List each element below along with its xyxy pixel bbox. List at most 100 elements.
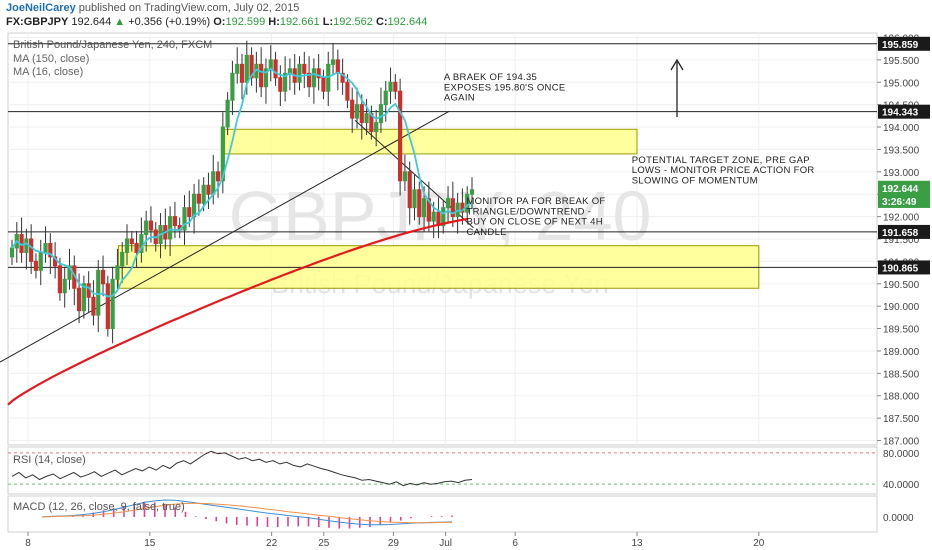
candle-body (129, 238, 134, 244)
x-tick-label: 20 (753, 538, 765, 549)
candle-body (469, 189, 475, 195)
candle-body (421, 198, 427, 218)
price-labels: 195.859 194.343 192.644 3:26:49 191.658 190.8… (878, 36, 930, 275)
low-label: L: (322, 16, 334, 28)
candle-body (378, 104, 384, 124)
candle-body (211, 171, 216, 195)
low-value: 192.562 (333, 16, 373, 28)
candle-body (426, 198, 431, 222)
breakout-arrow (670, 58, 684, 117)
x-tick-label: 6 (512, 538, 518, 549)
up-arrow-icon: ▲ (114, 16, 126, 28)
candle-body (196, 193, 201, 204)
candle-body (239, 63, 245, 83)
candle-body (201, 184, 206, 204)
candle-body (398, 90, 403, 182)
candle-body (431, 211, 436, 222)
rsi-guides (8, 452, 877, 485)
y-tick-label: 193.500 (883, 145, 920, 156)
close-value: 192.644 (387, 16, 428, 28)
candle-body (139, 234, 144, 253)
candle-body (244, 54, 249, 83)
open-label: O: (213, 16, 226, 28)
candle-body (206, 184, 211, 195)
author-link[interactable]: JoeNeilCarey (6, 2, 76, 14)
candle-body (172, 216, 178, 227)
candle-body (321, 77, 326, 92)
macd-histogram (51, 501, 453, 529)
macd-pane[interactable] (7, 495, 878, 533)
candle-body (311, 68, 316, 88)
candle-body (273, 59, 278, 79)
chart-title: British Pound/Japanese Yen, 240, FXCM (13, 39, 212, 51)
rsi-legend[interactable]: RSI (14, close) (13, 454, 86, 466)
x-tick-label: 8 (25, 538, 31, 549)
candle-body (182, 207, 187, 231)
candle-body (86, 283, 91, 298)
candle-body (441, 207, 446, 227)
candle-body (306, 72, 312, 88)
x-tick-label: 22 (266, 538, 278, 549)
candle-body (388, 81, 393, 92)
y-tick-label: 192.000 (883, 213, 920, 224)
candle-body (124, 238, 130, 253)
macd-legend[interactable]: MACD (12, 26, close, 9, false, true) (13, 501, 185, 513)
candle-body (57, 265, 63, 294)
rsi-line (11, 450, 473, 487)
publish-line: JoeNeilCarey published on TradingView.co… (6, 2, 299, 14)
ma150-legend[interactable]: MA (150, close) (13, 53, 89, 65)
candle-body (283, 72, 288, 92)
candle-body (24, 238, 29, 253)
time-axis[interactable]: 8 15 22 25 29 Jul 6 13 20 (25, 532, 765, 549)
candle-body (215, 171, 221, 182)
main-grid (8, 33, 877, 445)
candle-body (364, 113, 369, 124)
annotation-text: POTENTIAL TARGET ZONE, PRE GAP (632, 155, 810, 166)
last-price: 192.644 (71, 16, 112, 28)
arrow-up-icon (670, 58, 684, 71)
candle-body (402, 171, 408, 182)
candle-body (81, 283, 86, 312)
rsi-axis: 80.0000 40.0000 (883, 449, 920, 491)
candle-body (354, 104, 360, 119)
y-tick-label: 195.500 (883, 56, 920, 67)
annotation-text: A BRAEK OF 194.35 (444, 72, 537, 83)
candle-body (220, 126, 225, 182)
x-tick-label: Jul (439, 538, 452, 549)
candle-body (412, 189, 417, 209)
price-axis[interactable]: 196.000195.500195.000194.500194.000193.5… (877, 33, 920, 448)
price-label-box (878, 260, 930, 275)
ma150-line (7, 217, 469, 406)
signal-line (41, 502, 452, 524)
annotation-text: TRIANGLE/DOWNTREND - (466, 206, 591, 217)
price-change: +0.356 (+0.19%) (128, 16, 211, 28)
price-label-text: 190.865 (882, 263, 919, 274)
macd-line (41, 499, 453, 526)
price-label-text: 3:26:49 (882, 197, 917, 208)
candle-body (297, 63, 302, 83)
candle-body (67, 265, 72, 280)
candle-body (359, 104, 364, 124)
annotation-text: SLOWING OF MOMENTUM (632, 175, 758, 186)
candle-body (187, 207, 192, 218)
y-tick-label: 193.000 (883, 168, 920, 179)
annotation-text: EXPOSES 195.80'S ONCE (444, 82, 566, 93)
open-value: 192.599 (225, 16, 266, 28)
candle-body (374, 122, 379, 133)
candle-body (235, 63, 240, 74)
candle-body (345, 81, 350, 101)
macd-axis: 0.0000 (883, 513, 914, 524)
candle-body (91, 296, 96, 316)
candle-body (407, 171, 412, 209)
candle-body (29, 238, 34, 262)
candle-body (33, 260, 39, 271)
candle-body (62, 278, 67, 294)
ma16-legend[interactable]: MA (16, close) (13, 66, 83, 78)
rsi-pane[interactable] (7, 446, 878, 495)
candle-body (465, 193, 470, 213)
published-text: published on TradingView.com, July 02, 2… (78, 2, 300, 14)
y-tick-label: 190.500 (883, 280, 920, 291)
candle-body (383, 90, 388, 106)
